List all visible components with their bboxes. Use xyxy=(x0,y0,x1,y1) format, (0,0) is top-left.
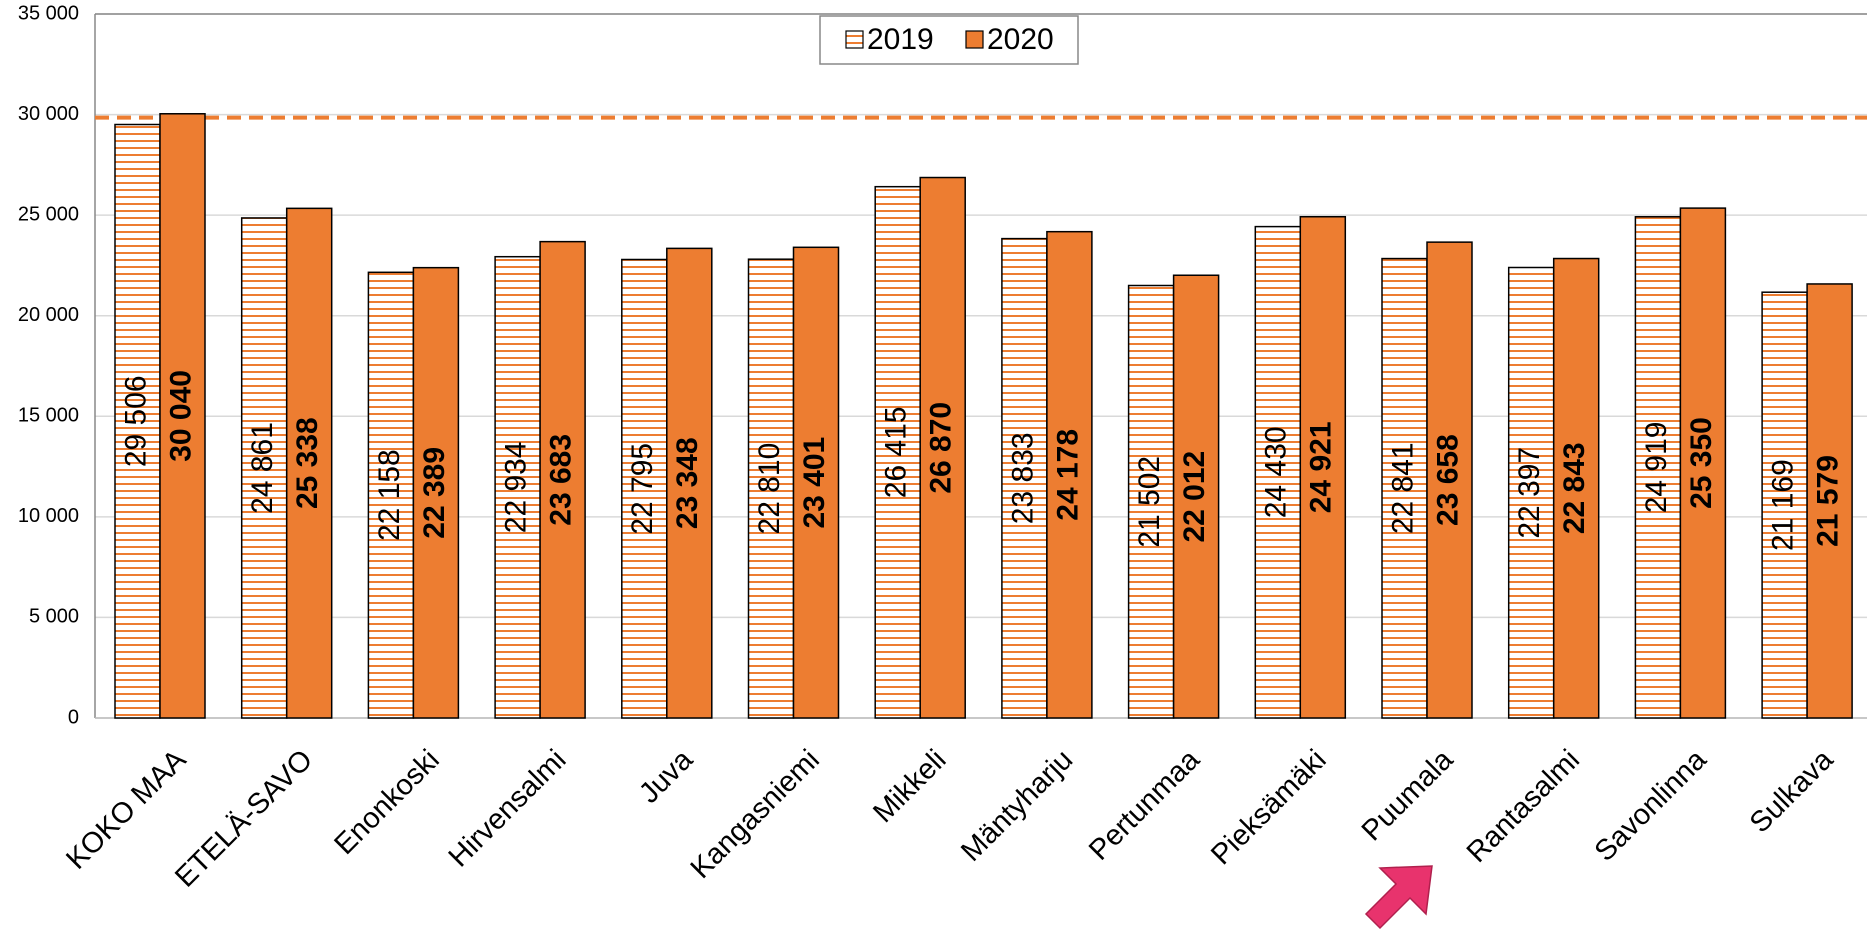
value-label: 22 158 xyxy=(373,449,406,541)
value-label: 22 841 xyxy=(1386,442,1419,534)
value-label: 22 389 xyxy=(418,447,451,539)
x-tick-label: Juva xyxy=(633,743,700,810)
value-label: 21 579 xyxy=(1812,455,1845,547)
value-label: 22 934 xyxy=(500,441,533,533)
bar xyxy=(1806,283,1853,719)
x-tick-label: Rantasalmi xyxy=(1461,744,1586,869)
bar xyxy=(367,271,415,719)
value-label: 23 833 xyxy=(1006,432,1039,524)
x-tick-label: Puumala xyxy=(1356,743,1460,847)
y-tick-label: 15 000 xyxy=(18,405,79,427)
value-label: 22 012 xyxy=(1178,451,1211,543)
x-tick-label: Hirvensalmi xyxy=(443,744,573,874)
bar xyxy=(919,176,966,719)
x-tick-label: Mikkeli xyxy=(867,744,952,829)
value-label: 24 178 xyxy=(1051,429,1084,521)
pointer-arrow xyxy=(1364,865,1433,930)
bar xyxy=(1426,241,1473,719)
y-tick-label: 25 000 xyxy=(18,203,79,225)
value-label: 26 415 xyxy=(880,406,913,498)
bar xyxy=(792,246,840,719)
x-tick-label: KOKO MAA xyxy=(60,743,192,875)
legend-swatch xyxy=(965,30,984,49)
value-label: 23 401 xyxy=(798,437,831,529)
bar xyxy=(1761,291,1808,719)
bar xyxy=(240,217,288,719)
value-label: 25 350 xyxy=(1685,417,1718,509)
bar xyxy=(1001,237,1048,719)
bar xyxy=(747,258,795,719)
value-label: 30 040 xyxy=(164,370,197,462)
y-tick-label: 5 000 xyxy=(29,606,79,628)
bar xyxy=(1552,257,1600,719)
value-label: 24 921 xyxy=(1305,421,1338,513)
value-label: 24 861 xyxy=(246,422,279,514)
value-label: 22 843 xyxy=(1558,442,1591,534)
bar xyxy=(1046,230,1093,719)
bar xyxy=(285,207,333,719)
bar xyxy=(874,185,921,719)
y-tick-label: 30 000 xyxy=(18,103,79,125)
y-tick-label: 20 000 xyxy=(18,304,79,326)
value-label: 29 506 xyxy=(119,375,152,467)
x-tick-label: Pertunmaa xyxy=(1083,743,1207,867)
bar xyxy=(159,113,206,719)
value-label: 23 348 xyxy=(671,437,704,529)
bar xyxy=(1381,257,1428,719)
bar xyxy=(494,255,541,719)
value-label: 21 502 xyxy=(1133,456,1166,548)
value-label: 25 338 xyxy=(291,417,324,509)
x-tick-label: Enonkoski xyxy=(329,744,446,861)
value-label: 26 870 xyxy=(925,402,958,494)
value-label: 24 919 xyxy=(1640,422,1673,514)
legend-label: 2020 xyxy=(987,23,1054,56)
bar xyxy=(621,258,668,719)
x-tick-label: Kangasniemi xyxy=(685,744,826,885)
bar xyxy=(1679,207,1727,719)
value-label: 22 397 xyxy=(1513,447,1546,539)
value-label: 23 658 xyxy=(1431,434,1464,526)
legend-label: 2019 xyxy=(867,23,934,56)
bar xyxy=(114,123,161,719)
x-tick-label: Pieksämäki xyxy=(1205,744,1332,871)
bar xyxy=(1299,215,1347,719)
y-tick-label: 0 xyxy=(68,706,79,728)
bar xyxy=(412,266,460,719)
y-tick-label: 10 000 xyxy=(18,505,79,527)
bar xyxy=(1172,274,1220,719)
y-tick-label: 35 000 xyxy=(18,2,79,24)
bar xyxy=(666,247,713,719)
value-label: 24 430 xyxy=(1260,426,1293,518)
x-tick-label: Mäntyharju xyxy=(955,744,1079,868)
bar xyxy=(539,240,586,719)
value-label: 22 795 xyxy=(626,443,659,535)
x-tick-label: Sulkava xyxy=(1744,743,1840,839)
x-tick-label: Savonlinna xyxy=(1589,743,1714,868)
value-label: 21 169 xyxy=(1767,459,1800,551)
legend-swatch xyxy=(845,30,864,49)
bar xyxy=(1127,284,1175,719)
value-label: 22 810 xyxy=(753,443,786,535)
value-label: 23 683 xyxy=(545,434,578,526)
